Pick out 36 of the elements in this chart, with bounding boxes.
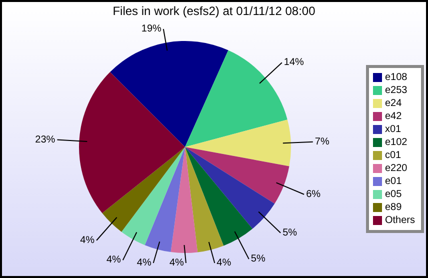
- pie-slice: [170, 147, 198, 253]
- legend-label: e220: [384, 162, 408, 175]
- legend-label: e42: [384, 110, 402, 123]
- legend-label: e253: [384, 84, 408, 97]
- data-label: 4%: [216, 258, 232, 268]
- chart-title: Files in work (esfs2) at 01/11/12 08:00: [112, 3, 316, 20]
- pie-slice: [185, 147, 252, 246]
- legend-label: c01: [384, 149, 402, 162]
- pie-slice: [185, 147, 290, 204]
- pie-slice: [102, 147, 185, 232]
- pie-slice: [185, 120, 291, 166]
- legend-label: e108: [384, 71, 408, 84]
- data-label: 4%: [136, 258, 152, 268]
- pie-slice: [121, 147, 185, 246]
- data-label: 4%: [80, 234, 95, 246]
- pie-slice: [79, 72, 185, 214]
- pie-slice: [185, 147, 275, 229]
- legend-label: e102: [384, 136, 408, 149]
- data-label: 23%: [35, 134, 56, 146]
- pie-slice: [144, 147, 185, 252]
- data-label: 6%: [306, 188, 321, 200]
- legend-label: Others: [384, 214, 415, 227]
- data-label: 19%: [141, 24, 162, 34]
- data-label: 5%: [282, 227, 298, 238]
- legend-label: e05: [384, 188, 402, 201]
- data-label: 4%: [170, 258, 184, 268]
- pie-slice: [185, 147, 224, 252]
- legend-label: e24: [384, 97, 402, 110]
- legend-label: e89: [384, 201, 402, 214]
- data-label: 4%: [106, 254, 122, 266]
- data-label: 14%: [284, 57, 304, 68]
- legend-label: e01: [384, 175, 402, 188]
- legend-label: x01: [384, 123, 402, 136]
- pie-slice: [110, 41, 228, 147]
- data-label: 7%: [314, 136, 330, 148]
- data-label: 5%: [250, 254, 266, 265]
